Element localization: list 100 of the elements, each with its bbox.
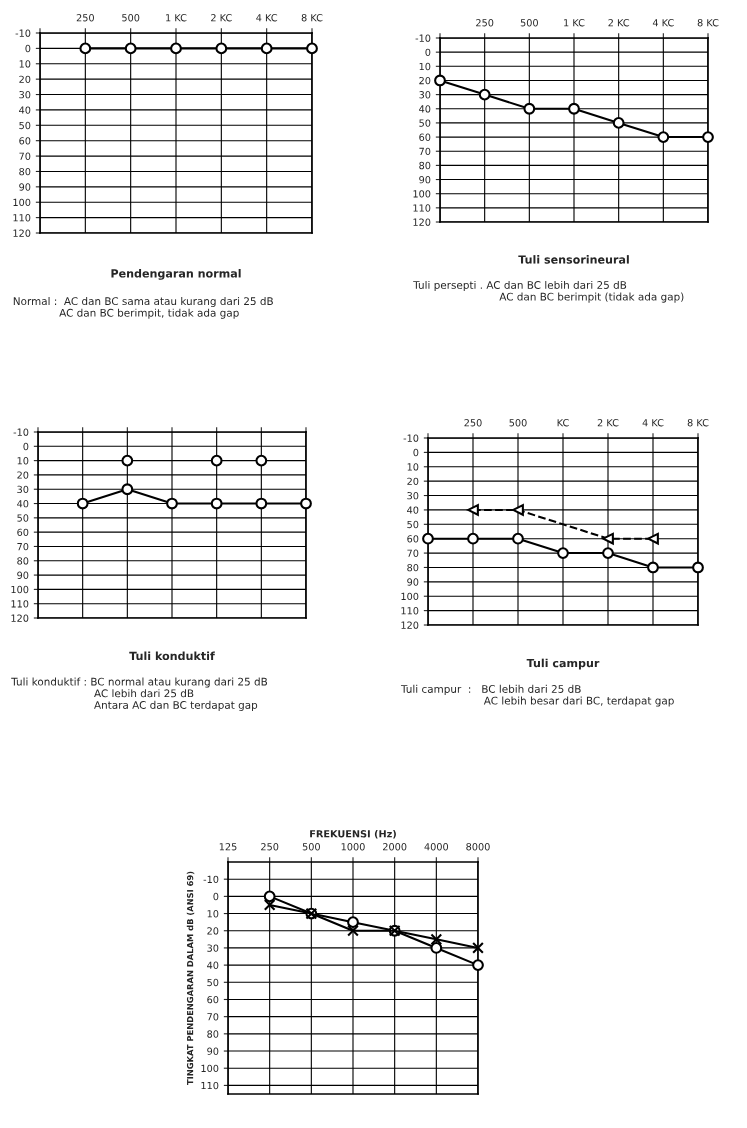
x-tick-label: 250 xyxy=(476,19,494,27)
y-tick-label: 90 xyxy=(419,176,431,184)
text: Tuli konduktif : BC normal atau kurang dari 25 dB AC lebih dari 25 dB Antara AC dan BC terdapat gap xyxy=(11,677,268,711)
y-tick-label: 110 xyxy=(13,214,31,222)
y-tick-label: 0 xyxy=(213,892,219,901)
y-tick-label: 20 xyxy=(419,76,431,85)
x-tick-label: 4 KC xyxy=(652,19,674,27)
y-tick-label: 60 xyxy=(407,535,419,543)
text: Normal : AC dan BC sama atau kurang dari 25 dB AC dan BC berimpit, tidak ada gap xyxy=(13,297,273,319)
y-tick-label: 60 xyxy=(207,995,219,1004)
x-tick-label: 500 xyxy=(122,14,140,22)
text: Tuli campur : BC lebih dari 25 dB AC lebih besar dari BC, terdapat gap xyxy=(400,684,674,707)
y-tick-label: 30 xyxy=(207,944,219,952)
x-tick-label: 8000 xyxy=(466,843,490,851)
y-tick-label: 50 xyxy=(419,119,431,127)
x-tick-label: 250 xyxy=(261,843,279,851)
y-tick-label: 100 xyxy=(401,592,419,601)
y-tick-label: -10 xyxy=(13,428,29,436)
x-tick-label: 1 KC xyxy=(564,19,585,27)
y-tick-label: 50 xyxy=(407,520,419,529)
y-tick-label: 0 xyxy=(413,448,419,457)
y-tick-label: 70 xyxy=(17,542,29,551)
y-tick-label: 120 xyxy=(13,229,31,237)
y-tick-label: 60 xyxy=(17,528,29,536)
y-tick-label: 70 xyxy=(407,549,419,557)
y-tick-label: 10 xyxy=(407,463,419,471)
y-tick-label: 70 xyxy=(207,1013,219,1021)
y-tick-label: -10 xyxy=(415,34,431,42)
y-tick-label: 30 xyxy=(419,91,431,99)
x-tick-label: 1000 xyxy=(341,843,365,851)
text: Tuli campur xyxy=(526,658,600,670)
text: Tuli konduktif xyxy=(129,651,215,661)
x-tick-label: 8 KC xyxy=(687,419,709,427)
x-tick-label: 500 xyxy=(520,19,538,27)
text: Tuli sensorineural xyxy=(518,255,629,264)
y-tick-label: -10 xyxy=(15,29,31,37)
y-tick-label: 40 xyxy=(419,105,431,113)
x-tick-label: 500 xyxy=(302,843,320,851)
y-tick-label: 100 xyxy=(413,190,431,198)
x-axis-title: FREKUENSI (Hz) xyxy=(310,829,396,839)
y-tick-label: 110 xyxy=(401,607,419,615)
y-tick-label: 80 xyxy=(207,1030,219,1038)
x-tick-label: 8 KC xyxy=(301,14,323,22)
x-tick-label: 2000 xyxy=(383,843,407,851)
y-tick-label: 10 xyxy=(17,457,29,465)
y-axis-title: TINGKAT PENDENGARAN DALAM dB (ANSI 69) xyxy=(186,871,195,1085)
y-tick-label: 50 xyxy=(207,978,219,987)
y-tick-label: 10 xyxy=(207,910,219,918)
y-tick-label: 20 xyxy=(17,471,29,479)
y-tick-label: 120 xyxy=(413,218,431,226)
y-tick-label: 110 xyxy=(413,204,431,212)
y-tick-label: 0 xyxy=(25,44,31,53)
x-tick-label: KC xyxy=(557,419,569,427)
y-tick-label: 30 xyxy=(17,485,29,494)
y-tick-label: 90 xyxy=(19,183,31,191)
y-tick-label: 30 xyxy=(19,91,31,99)
y-tick-label: 40 xyxy=(407,506,419,514)
y-tick-label: 80 xyxy=(19,167,31,176)
x-tick-label: 500 xyxy=(509,419,527,427)
x-tick-label: 250 xyxy=(76,14,94,22)
y-tick-label: 20 xyxy=(19,75,31,83)
x-tick-label: 1 KC xyxy=(166,14,187,22)
y-tick-label: 0 xyxy=(23,442,29,451)
x-tick-label: 2 KC xyxy=(597,419,619,427)
x-tick-label: 4 KC xyxy=(256,14,278,22)
y-tick-label: 10 xyxy=(419,62,431,71)
y-tick-label: 40 xyxy=(19,106,31,114)
y-tick-label: 80 xyxy=(407,563,419,572)
y-tick-label: 40 xyxy=(207,961,219,969)
x-tick-label: 2 KC xyxy=(211,14,232,22)
y-tick-label: 90 xyxy=(407,578,419,586)
y-tick-label: 90 xyxy=(17,571,29,579)
y-tick-label: 70 xyxy=(419,147,431,156)
y-tick-label: 60 xyxy=(419,133,431,141)
y-tick-label: 110 xyxy=(11,600,29,608)
y-tick-label: 20 xyxy=(407,477,419,485)
y-tick-label: 80 xyxy=(419,161,431,170)
y-tick-label: 10 xyxy=(19,60,31,68)
y-tick-label: 60 xyxy=(19,137,31,145)
y-tick-label: 110 xyxy=(201,1081,219,1090)
y-tick-label: 120 xyxy=(401,621,419,629)
y-tick-label: 80 xyxy=(17,557,29,565)
y-tick-label: 30 xyxy=(407,492,419,500)
y-tick-label: 50 xyxy=(19,121,31,130)
y-tick-label: 20 xyxy=(207,927,219,935)
y-tick-label: 50 xyxy=(17,514,29,522)
x-tick-label: 2 KC xyxy=(608,19,630,27)
y-tick-label: 100 xyxy=(13,198,31,207)
x-tick-label: 125 xyxy=(219,843,237,851)
text: Tuli persepti . AC dan BC lebih dari 25 dB AC dan BC berimpit (tidak ada gap) xyxy=(413,280,684,303)
x-tick-label: 4000 xyxy=(424,843,449,851)
y-tick-label: 40 xyxy=(17,500,29,508)
y-tick-label: -10 xyxy=(203,875,219,884)
x-tick-label: 250 xyxy=(464,419,482,427)
text: Pendengaran normal xyxy=(111,269,241,280)
y-tick-label: 100 xyxy=(11,585,29,594)
y-tick-label: 100 xyxy=(201,1064,219,1073)
y-tick-label: -10 xyxy=(403,434,419,442)
x-tick-label: 4 KC xyxy=(642,419,664,427)
y-tick-label: 120 xyxy=(11,614,29,622)
